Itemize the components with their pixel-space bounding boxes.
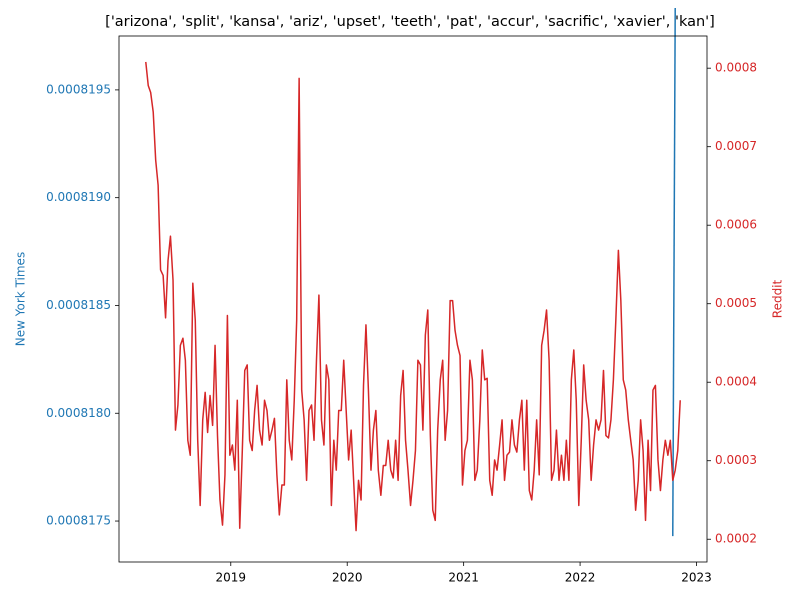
y-tick-label: 0.0008175 [46,514,111,528]
series-line [145,61,681,532]
y2-tick-label: 0.0007 [715,139,757,153]
y2-tick-label: 0.0006 [715,218,757,232]
plot-frame [118,35,708,563]
x-tick-label: 2019 [216,571,247,585]
y-tick-label: 0.0008190 [46,190,111,204]
y-axis-label: New York Times [14,252,28,346]
series-line [672,7,676,537]
x-tick-label: 2021 [448,571,479,585]
y-tick-label: 0.0008185 [46,298,111,312]
x-tick-label: 2022 [565,571,596,585]
x-tick-label: 2023 [681,571,712,585]
chart-title: ['arizona', 'split', 'kansa', 'ariz', 'u… [105,14,715,30]
y2-tick-label: 0.0005 [715,296,757,310]
y-tick-label: 0.0008180 [46,406,111,420]
x-tick-label: 2020 [332,571,363,585]
y2-tick-label: 0.0003 [715,453,757,467]
y2-axis-label: Reddit [771,279,785,318]
y2-tick-label: 0.0002 [715,532,757,546]
y2-tick-label: 0.0008 [715,61,757,75]
y2-tick-label: 0.0004 [715,375,757,389]
y-tick-label: 0.0008195 [46,82,111,96]
